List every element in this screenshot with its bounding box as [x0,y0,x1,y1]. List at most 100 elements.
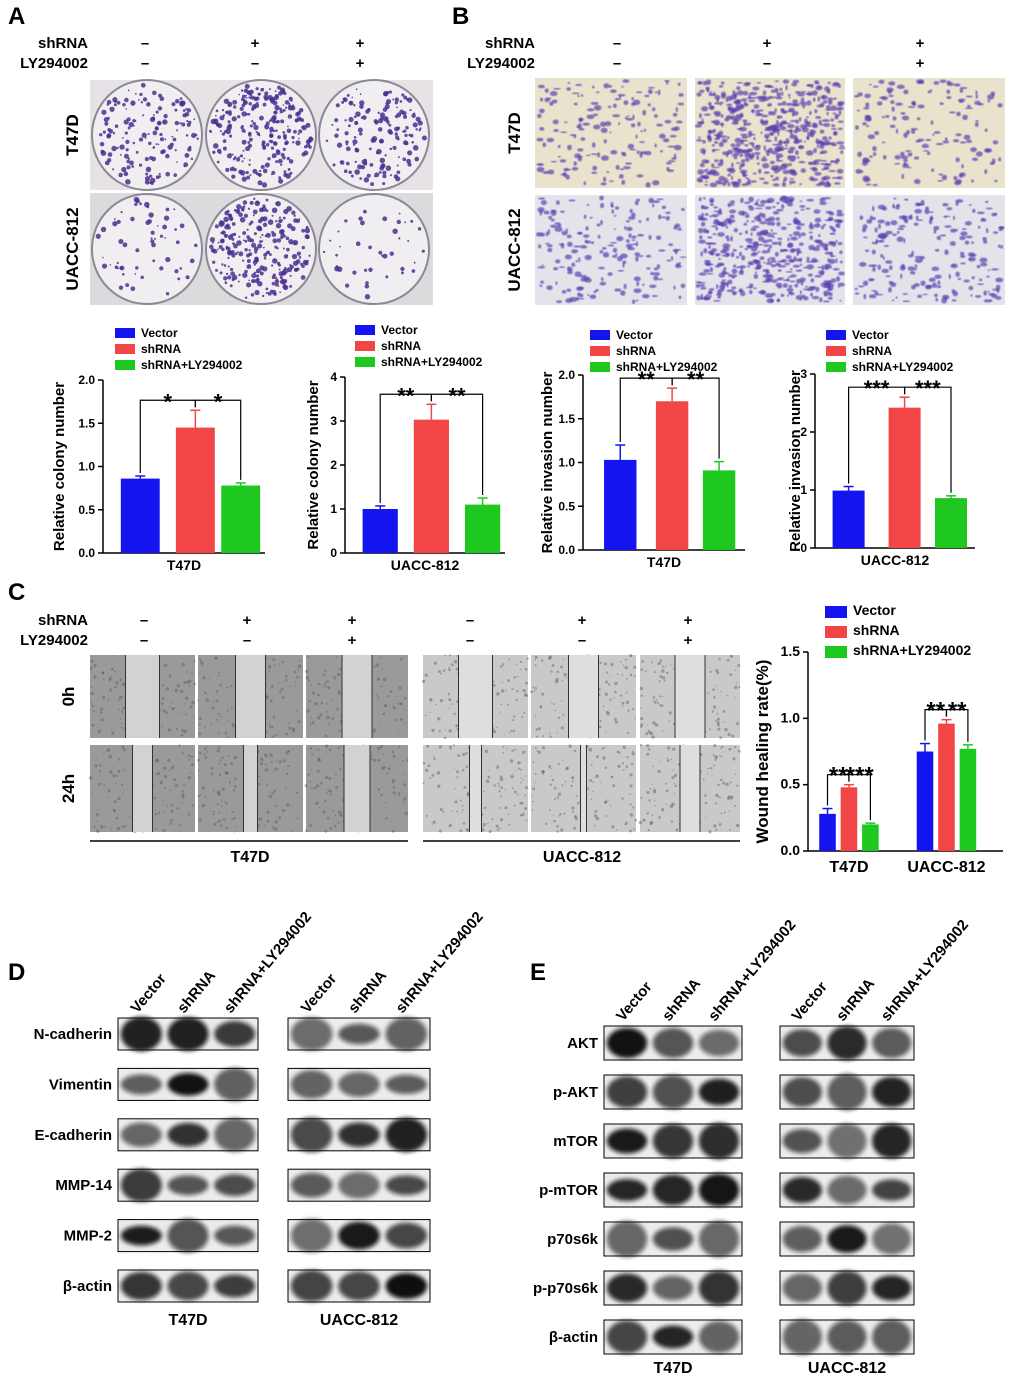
cell [539,108,545,114]
colony [301,124,307,131]
cell-texture [320,701,324,705]
cell-texture [493,784,495,786]
cell [667,160,676,163]
cell [748,99,756,103]
cell-texture [186,680,190,684]
cell-texture [560,828,564,832]
cell [777,269,782,272]
colony [161,149,166,154]
cell-texture [449,823,452,827]
colony [256,268,261,274]
cell [590,101,599,106]
cell-texture [384,816,388,820]
cell-texture [91,723,95,727]
cell-texture [268,725,272,728]
cell [768,147,774,154]
cell [607,272,613,276]
cell-texture [324,682,327,685]
cell [890,220,898,226]
cell [715,134,720,140]
cell-texture [337,690,341,694]
cell-texture [328,724,331,726]
cell [705,168,709,172]
cell [974,100,981,106]
blot-band [120,1271,162,1301]
colony [230,271,235,277]
colony [242,239,245,242]
cell [781,91,784,96]
cell-texture [613,690,617,694]
cell [615,206,620,210]
cell [830,105,838,111]
cell-texture [392,791,396,795]
cell-texture [187,775,191,780]
colony [135,266,139,270]
colony [147,219,152,224]
cell [988,292,995,297]
cell [897,227,905,231]
cell [777,102,784,106]
colony [234,156,237,159]
cell-texture [424,673,428,677]
cell-texture [384,704,387,708]
cell [698,197,702,202]
colony [231,253,236,258]
blot-band [698,1078,740,1106]
legend-swatch [590,346,610,356]
cell [711,144,716,147]
cell-texture [604,680,609,684]
cell [580,94,584,98]
cell-texture [590,764,593,767]
cell-texture [103,752,105,754]
colony [287,114,293,119]
colony [223,264,227,267]
cell-texture [640,796,643,800]
cell [894,162,901,165]
cell-texture [226,686,228,688]
cell-texture [433,661,438,665]
cell [790,180,796,184]
cell [768,257,776,260]
cell-texture [483,825,485,827]
colony [301,264,305,269]
cell-texture [109,770,113,774]
cell-texture [233,755,238,760]
cell [550,160,558,163]
colony [358,216,363,221]
cell [709,266,714,273]
cell [863,293,867,300]
cell-texture [466,828,469,831]
cell-texture [370,755,373,758]
cell [868,278,874,282]
cell-texture [437,717,441,721]
legend-swatch [826,330,846,340]
cell-texture [496,767,498,770]
cell [753,203,759,205]
colony [278,216,282,219]
blot-band [338,1271,380,1301]
cell-texture [603,705,605,708]
y-tick-label: 1.0 [781,709,801,725]
cell [631,239,636,242]
cell [571,249,579,254]
cell [603,83,610,89]
cell [608,84,612,88]
cell [902,163,909,169]
cell-texture [120,726,123,729]
colony [239,106,244,111]
blot-band [385,1074,428,1095]
cell-texture [624,821,628,825]
cell [608,180,614,183]
cell-texture [610,775,614,779]
colony [414,156,420,162]
cell [831,176,840,179]
colony [116,100,121,105]
cell-texture [164,711,168,715]
colony [379,138,385,144]
colony [269,130,272,134]
blot-band [827,1073,867,1111]
cell-texture [180,689,184,694]
significance-mark: ** [829,763,848,790]
cell [952,290,959,297]
cell [678,261,681,265]
